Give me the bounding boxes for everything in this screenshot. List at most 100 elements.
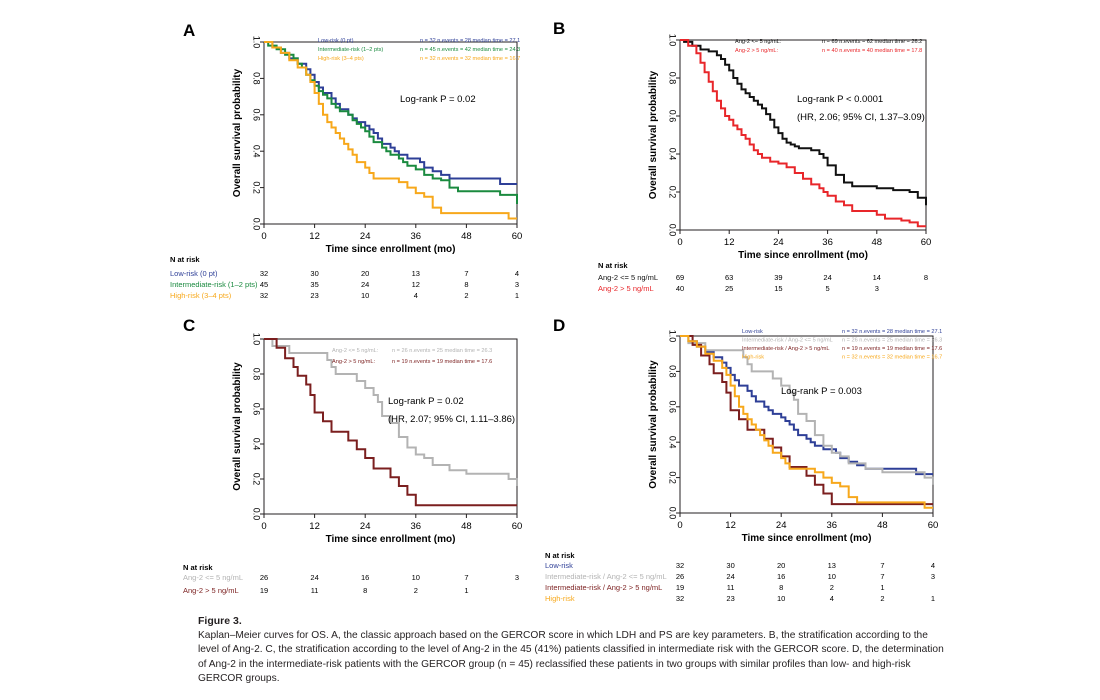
caption-title: Figure 3. (198, 615, 242, 627)
x-tick-label: 48 (877, 520, 888, 531)
legend-entry: Ang-2 <= 5 ng/mL: (332, 348, 379, 354)
y-tick-label: 0.0 (252, 218, 262, 231)
risk-row-label: Ang-2 <= 5 ng/mL (598, 273, 658, 282)
risk-count: 19 (260, 586, 268, 595)
risk-table-title: N at risk (545, 551, 575, 560)
legend-entry: High-risk (3–4 pts) (318, 56, 364, 62)
panel-letter: A (183, 21, 195, 40)
risk-count: 69 (676, 273, 684, 282)
survival-curve (680, 335, 934, 485)
risk-count: 11 (727, 583, 735, 592)
risk-count: 16 (777, 572, 785, 581)
y-axis-label: Overall survival probability (232, 362, 243, 491)
x-tick-label: 12 (309, 521, 320, 532)
legend-entry: Ang-2 <= 5 ng/mL: (735, 39, 782, 45)
x-tick-label: 12 (725, 520, 736, 531)
survival-curve (680, 335, 933, 509)
risk-count: 10 (777, 594, 785, 603)
risk-row-label: Intermediate-risk / Ang-2 <= 5 ng/mL (545, 572, 667, 581)
annotation: Log-rank P < 0.0001 (797, 94, 883, 105)
legend-entry: High-risk (742, 355, 764, 361)
legend-stats: n = 19 n.events = 19 median time = 17.6 (842, 346, 942, 352)
risk-count: 24 (310, 573, 318, 582)
legend-entry: Intermediate-risk / Ang-2 > 5 ng/mL (742, 346, 830, 352)
legend-stats: n = 32 n.events = 32 median time = 16.7 (842, 355, 942, 361)
risk-count: 3 (515, 573, 519, 582)
x-axis-label: Time since enrollment (mo) (742, 533, 872, 544)
risk-table-title: N at risk (183, 563, 213, 572)
plot-frame (679, 39, 927, 231)
x-tick-label: 24 (773, 237, 784, 248)
risk-row-label: Low-risk (0 pt) (170, 269, 218, 278)
risk-count: 13 (412, 269, 420, 278)
risk-count: 10 (828, 572, 836, 581)
plot-frame (679, 335, 934, 514)
risk-count: 2 (464, 291, 468, 300)
survival-curve (680, 39, 926, 228)
legend-stats: n = 26 n.events = 25 median time = 26.3 (842, 338, 942, 344)
risk-row-label: Ang-2 > 5 ng/mL (598, 284, 654, 293)
risk-count: 8 (924, 273, 928, 282)
survival-curve (264, 41, 517, 220)
risk-row-label: High-risk (545, 594, 575, 603)
x-axis-label: Time since enrollment (mo) (326, 534, 456, 545)
risk-count: 12 (412, 280, 420, 289)
risk-count: 20 (361, 269, 369, 278)
risk-count: 1 (880, 583, 884, 592)
x-tick-label: 36 (411, 521, 422, 532)
annotation: Log-rank P = 0.003 (781, 386, 862, 397)
x-tick-label: 24 (360, 521, 371, 532)
panel-letter: C (183, 316, 195, 335)
legend-entry: Low-risk (742, 329, 763, 335)
y-tick-label: 1.0 (668, 34, 678, 47)
panel-b: B 0 12 24 36 48 60 0.0 0.2 0.4 0.6 0.8 1.0 Time since… (553, 19, 931, 293)
risk-count: 30 (310, 269, 318, 278)
x-tick-label: 24 (776, 520, 787, 531)
y-tick-label: 0.4 (252, 145, 262, 158)
risk-count: 15 (774, 284, 782, 293)
risk-count: 20 (777, 561, 785, 570)
legend-stats: n = 26 n.events = 25 median time = 26.3 (392, 348, 492, 354)
risk-count: 39 (774, 273, 782, 282)
x-tick-label: 36 (411, 231, 422, 242)
risk-count: 7 (464, 269, 468, 278)
risk-count: 2 (880, 594, 884, 603)
risk-count: 40 (676, 284, 684, 293)
risk-count: 3 (931, 572, 935, 581)
y-tick-label: 1.0 (252, 36, 262, 49)
x-tick-label: 0 (261, 231, 266, 242)
legend-entry: Intermediate-risk / Ang-2 <= 5 ng/mL (742, 338, 833, 344)
risk-count: 4 (830, 594, 834, 603)
risk-row-label: Ang-2 <= 5 ng/mL (183, 573, 243, 582)
risk-count: 4 (931, 561, 935, 570)
risk-count: 23 (726, 594, 734, 603)
risk-count: 32 (676, 561, 684, 570)
y-tick-label: 0.2 (668, 471, 678, 484)
y-tick-label: 0.2 (252, 181, 262, 194)
y-axis-label: Overall survival probability (648, 70, 659, 199)
x-tick-label: 0 (677, 237, 682, 248)
legend-entry: Low-risk (0 pt) (318, 38, 354, 44)
risk-count: 3 (875, 284, 879, 293)
x-tick-label: 48 (872, 237, 883, 248)
risk-count: 11 (311, 586, 319, 595)
x-tick-label: 60 (512, 521, 523, 532)
legend-stats: n = 19 n.events = 19 median time = 17.6 (392, 359, 492, 365)
risk-count: 30 (726, 561, 734, 570)
caption-text: Kaplan–Meier curves for OS. A, the class… (198, 630, 944, 684)
risk-count: 2 (830, 583, 834, 592)
risk-count: 32 (260, 269, 268, 278)
x-tick-label: 0 (677, 520, 682, 531)
risk-count: 26 (676, 572, 684, 581)
y-tick-label: 0.6 (252, 109, 262, 122)
x-tick-label: 60 (921, 237, 932, 248)
risk-count: 63 (725, 273, 733, 282)
y-tick-label: 0.0 (668, 224, 678, 237)
annotation: (HR, 2.07; 95% CI, 1.11–3.86) (388, 414, 515, 425)
x-tick-label: 48 (461, 231, 472, 242)
risk-count: 3 (515, 280, 519, 289)
legend-entry: Intermediate-risk (1–2 pts) (318, 47, 383, 53)
